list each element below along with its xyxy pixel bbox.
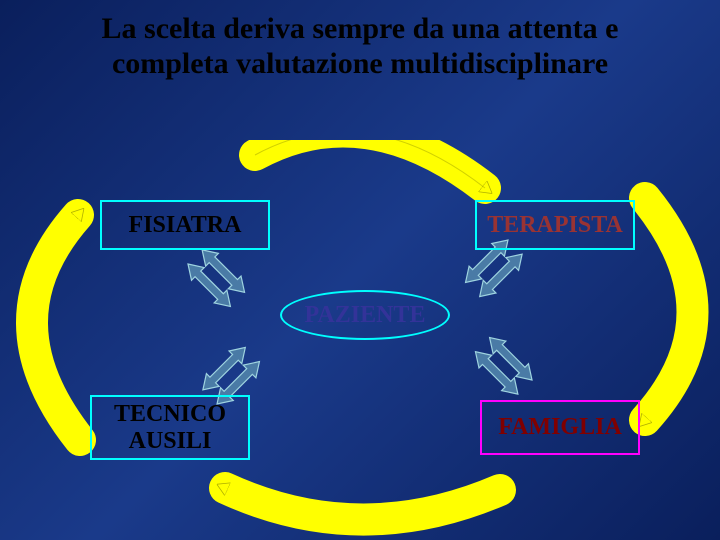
cycle-arrow-right <box>645 198 693 420</box>
node-tecnico: TECNICO AUSILI <box>90 395 250 460</box>
node-famiglia-label: FAMIGLIA <box>498 414 622 440</box>
cycle-arrow-top <box>255 140 485 188</box>
node-terapista: TERAPISTA <box>475 200 635 250</box>
node-fisiatra-label: FISIATRA <box>129 212 242 238</box>
node-paziente: PAZIENTE <box>280 290 450 340</box>
node-famiglia: FAMIGLIA <box>480 400 640 455</box>
node-paziente-label: PAZIENTE <box>305 302 426 329</box>
node-tecnico-label: TECNICO AUSILI <box>114 401 226 454</box>
slide-title: La scelta deriva sempre da una attenta e… <box>0 12 720 81</box>
node-terapista-label: TERAPISTA <box>487 212 623 238</box>
cycle-arrow-bottom <box>225 488 500 520</box>
arrow-fisiatra-paziente <box>182 244 251 313</box>
diagram-container: FISIATRA TERAPISTA PAZIENTE TECNICO AUSI… <box>0 140 720 540</box>
cycle-arrow-left <box>32 215 80 440</box>
node-fisiatra: FISIATRA <box>100 200 270 250</box>
cycle-arrow-top-outline <box>255 140 485 188</box>
arrow-famiglia-paziente <box>469 331 538 400</box>
